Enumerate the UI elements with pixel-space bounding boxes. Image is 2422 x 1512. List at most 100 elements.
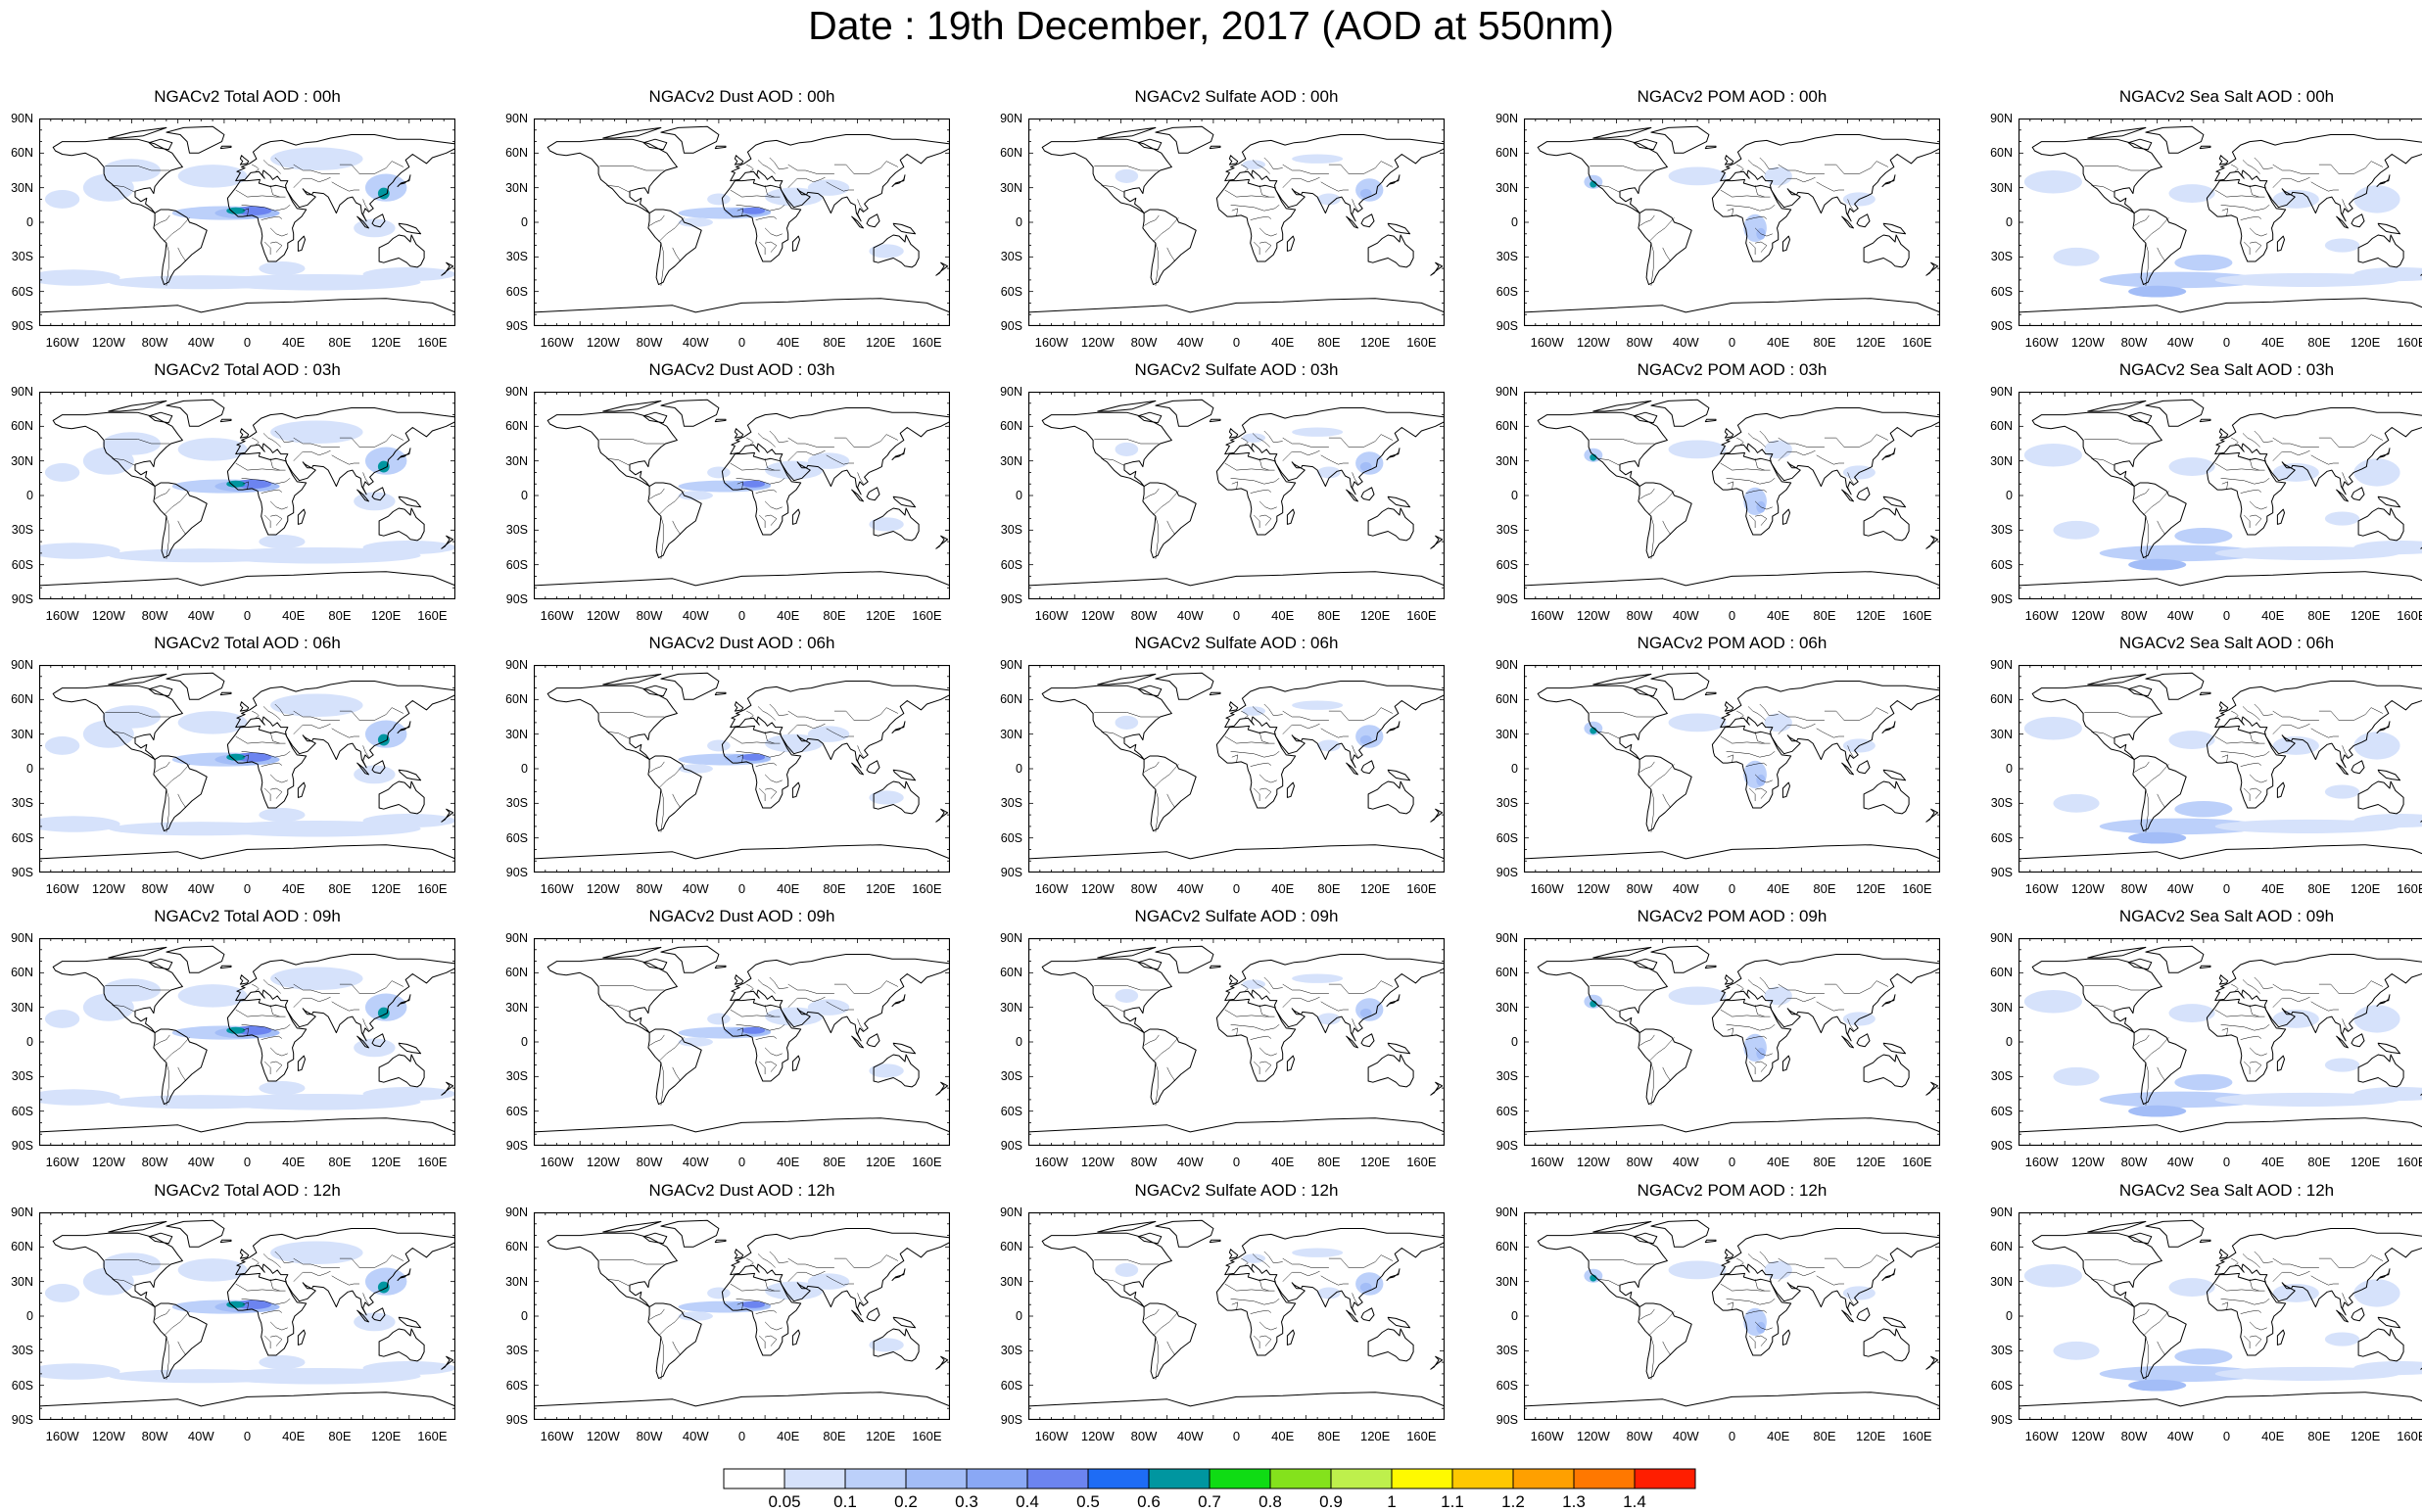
aod-field	[178, 1258, 248, 1282]
country-border	[178, 521, 186, 535]
country-border	[1755, 242, 1767, 253]
country-border	[332, 455, 359, 464]
country-border	[2250, 501, 2267, 509]
coastline	[2377, 995, 2390, 1007]
lat-tick-label: 30N	[4, 1001, 33, 1015]
country-border	[1825, 708, 1888, 721]
country-border	[2250, 1048, 2267, 1056]
coastline	[39, 1118, 455, 1146]
country-border	[2255, 704, 2273, 716]
aod-field	[1292, 1249, 1343, 1257]
coastline	[2207, 179, 2285, 261]
aod-field	[2174, 1074, 2232, 1090]
country-border	[765, 501, 783, 509]
country-border	[1651, 516, 1653, 559]
country-border	[294, 997, 331, 1008]
lon-tick-label: 160E	[902, 882, 951, 896]
coastline	[1721, 408, 1940, 495]
country-border	[649, 1035, 664, 1046]
lon-tick-label: 40W	[176, 336, 225, 350]
country-border	[1649, 764, 1675, 788]
country-border	[1749, 788, 1755, 801]
country-border	[1721, 463, 1771, 470]
lat-tick-label: 30N	[499, 728, 528, 741]
colorbar-swatch	[1270, 1469, 1331, 1488]
lon-tick-label: 80W	[625, 1156, 674, 1169]
country-border	[2250, 185, 2259, 197]
colorbar-label: 0.05	[760, 1492, 809, 1512]
lat-tick-label: 0	[499, 1309, 528, 1323]
country-border	[2144, 491, 2169, 515]
country-border	[1590, 712, 1654, 717]
coastline	[2378, 1317, 2399, 1328]
coastline	[1028, 1393, 1445, 1420]
country-border	[765, 1336, 777, 1347]
lon-tick-label: 120E	[2341, 882, 2390, 896]
country-border	[756, 490, 777, 494]
country-border	[599, 1259, 664, 1264]
coastline	[1361, 488, 1374, 500]
aod-field	[270, 967, 362, 990]
country-border	[606, 1279, 630, 1286]
coastline	[1287, 1330, 1294, 1345]
panel-title: NGACv2 POM AOD : 00h	[1485, 87, 1979, 107]
aod-field	[2353, 185, 2399, 213]
coastline	[399, 1317, 420, 1328]
lat-tick-label: 90S	[4, 866, 33, 879]
country-border	[2231, 1258, 2238, 1265]
lat-tick-label: 60N	[499, 146, 528, 160]
lon-tick-label: 80W	[130, 882, 179, 896]
country-border	[2273, 1258, 2319, 1267]
country-border	[2244, 1336, 2250, 1348]
aod-field	[2174, 801, 2232, 817]
lat-tick-label: 60N	[499, 419, 528, 433]
lat-tick-label: 90N	[499, 931, 528, 945]
country-border	[1101, 1279, 1124, 1286]
colorbar-label: 0.4	[1003, 1492, 1052, 1512]
lat-tick-label: 90N	[499, 1205, 528, 1219]
panel-title: NGACv2 Sulfate AOD : 00h	[989, 87, 1484, 107]
coastline	[1347, 490, 1358, 501]
colorbar-swatch	[906, 1469, 967, 1488]
colorbar-label: 1.2	[1489, 1492, 1538, 1512]
map-frame	[535, 666, 950, 873]
lon-tick-label: 160W	[38, 609, 87, 623]
coastline	[166, 126, 224, 153]
country-border	[1259, 1336, 1271, 1347]
country-border	[1321, 1276, 1349, 1285]
coastline	[2358, 508, 2403, 541]
lon-tick-label: 40E	[2249, 336, 2298, 350]
lon-tick-label: 120W	[84, 336, 133, 350]
country-border	[1283, 165, 1329, 173]
coastline	[1864, 508, 1909, 541]
country-border	[759, 1062, 765, 1074]
country-border	[155, 762, 169, 773]
lon-tick-label: 40E	[2249, 1430, 2298, 1443]
country-border	[1727, 751, 1776, 757]
country-border	[1727, 478, 1776, 484]
coastline	[1347, 216, 1358, 228]
country-border	[1651, 243, 1653, 286]
lon-tick-label: 80E	[1305, 336, 1353, 350]
aod-field	[1669, 440, 1727, 458]
lon-tick-label: 160W	[2018, 882, 2066, 896]
map-frame	[40, 1213, 455, 1420]
aod-field	[742, 208, 766, 214]
coastline	[298, 236, 305, 251]
lon-tick-label: 160W	[1523, 336, 1572, 350]
lon-tick-label: 80E	[1305, 609, 1353, 623]
lat-tick-label: 0	[4, 762, 33, 776]
lon-tick-label: 160W	[38, 336, 87, 350]
country-border	[1225, 463, 1275, 470]
coastline	[852, 763, 864, 775]
lat-tick-label: 30S	[993, 796, 1022, 810]
country-border	[765, 1048, 783, 1056]
lat-tick-label: 60S	[993, 1379, 1022, 1393]
colorbar-swatches	[723, 1468, 1696, 1489]
coastline	[1156, 1220, 1213, 1247]
lon-tick-label: 40E	[269, 882, 318, 896]
aod-field	[2128, 1106, 2186, 1117]
lon-tick-label: 80W	[1615, 1156, 1664, 1169]
country-border	[1101, 732, 1124, 738]
lon-tick-label: 40W	[2156, 1430, 2205, 1443]
